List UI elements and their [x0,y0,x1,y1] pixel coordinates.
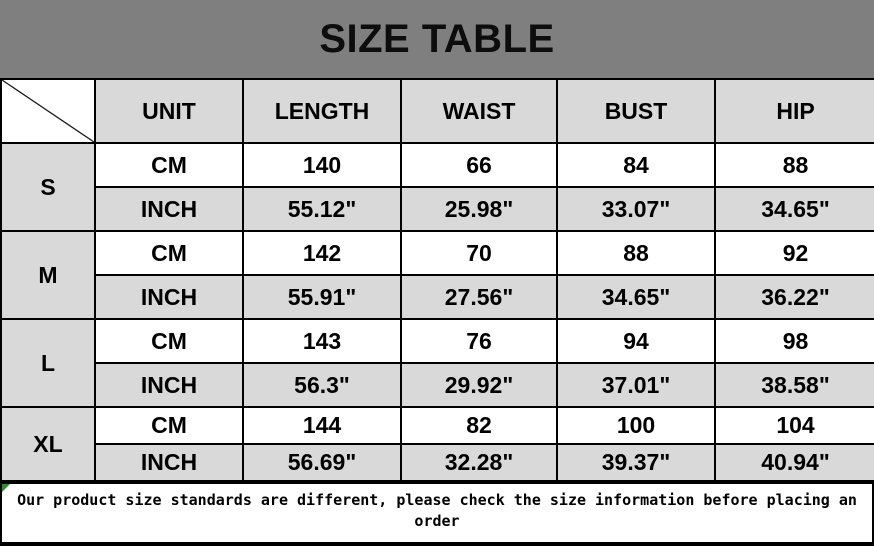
value-cell-s-cm-hip: 88 [714,142,874,188]
unit-cell-inch: INCH [94,274,244,320]
diagonal-header-cell [0,78,96,144]
value-cell-xl-inch-bust: 39.37" [556,443,716,482]
unit-cell-cm: CM [94,406,244,445]
unit-cell-inch: INCH [94,186,244,232]
table-row-l-cm: L CM 143 76 94 98 [0,318,874,408]
green-corner-marker-icon [2,484,10,492]
unit-cell-cm: CM [94,318,244,364]
value-cell-m-inch-length: 55.91" [242,274,402,320]
table-row-xl-inch: INCH 56.69" 32.28" 39.37" 40.94" [1,443,874,482]
value-cell-m-cm-waist: 70 [400,230,558,276]
value-cell-xl-cm-bust: 100 [556,406,716,445]
page-title: SIZE TABLE [319,16,555,61]
value-cell-l-inch-waist: 29.92" [400,362,558,408]
table-row-s-cm: S CM 140 66 84 88 [0,142,874,232]
col-header-length: LENGTH [242,78,402,144]
size-label-s: S [0,142,96,232]
note-box: Our product size standards are different… [0,482,874,546]
title-banner: SIZE TABLE [0,0,874,78]
diagonal-line-icon [2,80,94,142]
value-cell-s-inch-length: 55.12" [242,186,402,232]
note-text: Our product size standards are different… [17,491,857,530]
value-cell-s-inch-waist: 25.98" [400,186,558,232]
value-cell-l-cm-length: 143 [242,318,402,364]
col-header-hip: HIP [714,78,874,144]
unit-cell-cm: CM [94,230,244,276]
value-cell-s-cm-waist: 66 [400,142,558,188]
table-row-l-inch: INCH 56.3" 29.92" 37.01" 38.58" [1,362,874,408]
table-row-s-inch: INCH 55.12" 25.98" 33.07" 34.65" [1,186,874,232]
value-cell-s-cm-bust: 84 [556,142,716,188]
unit-cell-cm: CM [94,142,244,188]
value-cell-m-inch-hip: 36.22" [714,274,874,320]
table-row-m-inch: INCH 55.91" 27.56" 34.65" 36.22" [1,274,874,320]
value-cell-m-inch-waist: 27.56" [400,274,558,320]
table-row-m-cm: M CM 142 70 88 92 [0,230,874,320]
size-label-m: M [0,230,96,320]
value-cell-l-cm-waist: 76 [400,318,558,364]
value-cell-s-inch-hip: 34.65" [714,186,874,232]
value-cell-m-cm-bust: 88 [556,230,716,276]
value-cell-m-cm-length: 142 [242,230,402,276]
value-cell-l-inch-length: 56.3" [242,362,402,408]
value-cell-xl-inch-length: 56.69" [242,443,402,482]
value-cell-s-inch-bust: 33.07" [556,186,716,232]
value-cell-xl-inch-hip: 40.94" [714,443,874,482]
col-header-waist: WAIST [400,78,558,144]
unit-cell-inch: INCH [94,362,244,408]
value-cell-l-cm-hip: 98 [714,318,874,364]
col-header-unit: UNIT [94,78,244,144]
size-table: UNIT LENGTH WAIST BUST HIP S CM 140 66 8… [0,78,874,482]
value-cell-m-inch-bust: 34.65" [556,274,716,320]
unit-cell-inch: INCH [94,443,244,482]
table-row-xl-cm: XL CM 144 82 100 104 [0,406,874,482]
col-header-bust: BUST [556,78,716,144]
value-cell-m-cm-hip: 92 [714,230,874,276]
value-cell-xl-cm-hip: 104 [714,406,874,445]
value-cell-l-inch-hip: 38.58" [714,362,874,408]
size-label-l: L [0,318,96,408]
value-cell-s-cm-length: 140 [242,142,402,188]
value-cell-l-inch-bust: 37.01" [556,362,716,408]
value-cell-xl-cm-length: 144 [242,406,402,445]
value-cell-l-cm-bust: 94 [556,318,716,364]
size-label-xl: XL [0,406,96,482]
header-row: UNIT LENGTH WAIST BUST HIP [0,78,874,144]
value-cell-xl-cm-waist: 82 [400,406,558,445]
value-cell-xl-inch-waist: 32.28" [400,443,558,482]
